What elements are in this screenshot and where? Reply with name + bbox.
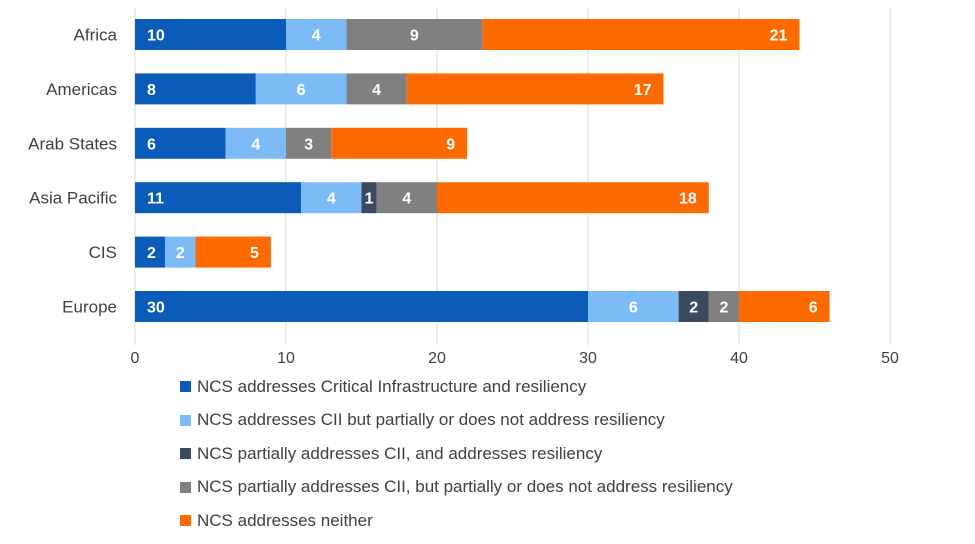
bar-segment	[301, 182, 362, 214]
data-label: 8	[147, 82, 156, 99]
data-label: 11	[147, 191, 164, 208]
bar-segment	[195, 236, 271, 268]
category-label: Europe	[62, 298, 117, 317]
category-label: Africa	[74, 26, 118, 45]
bar-segment	[135, 73, 256, 105]
x-tick-label: 0	[131, 350, 140, 367]
legend-swatch	[180, 381, 191, 393]
bar-segment	[135, 291, 588, 322]
data-label: 6	[629, 300, 638, 317]
bar-segment	[708, 291, 739, 322]
legend-label: NCS addresses neither	[197, 510, 373, 530]
bar-segment	[135, 19, 286, 50]
bar-segment	[255, 73, 347, 105]
bar-segment	[135, 127, 226, 159]
bar-segment	[135, 236, 166, 268]
legend-label: NCS partially addresses CII, but partial…	[197, 477, 733, 497]
legend-item: NCS addresses neither	[180, 504, 733, 538]
data-label: 3	[304, 136, 313, 153]
legend-label: NCS addresses Critical Infrastructure an…	[197, 376, 587, 396]
data-label: 4	[312, 28, 321, 45]
legend-item: NCS addresses CII but partially or does …	[180, 404, 733, 438]
legend-label: NCS partially addresses CII, and address…	[197, 443, 603, 463]
bar-segment	[678, 291, 709, 322]
data-label: 2	[719, 300, 728, 317]
x-tick-label: 10	[277, 350, 295, 367]
legend-swatch	[180, 515, 191, 527]
data-label: 6	[809, 300, 818, 317]
legend-item: NCS addresses Critical Infrastructure an…	[180, 370, 733, 404]
data-label: 2	[176, 245, 185, 262]
bar-segment	[165, 236, 196, 268]
category-labels: Africa Americas Arab States Asia Pacific CIS…	[28, 26, 117, 317]
bar-segment	[361, 182, 377, 214]
legend-item: NCS partially addresses CII, but partial…	[180, 471, 733, 505]
data-label: 6	[297, 82, 306, 99]
data-label: 4	[251, 136, 260, 153]
data-label: 2	[689, 300, 698, 317]
data-label: 4	[327, 191, 336, 208]
bar-segment	[376, 182, 437, 214]
bar-segment	[331, 127, 468, 159]
x-tick-label: 50	[881, 350, 899, 367]
bar-segment	[286, 127, 332, 159]
legend-swatch	[180, 414, 191, 426]
data-label: 21	[770, 28, 788, 45]
data-label: 30	[147, 300, 165, 317]
legend-swatch	[180, 448, 191, 460]
data-label: 4	[402, 191, 411, 208]
x-tick-labels: 0 10 20 30 40 50	[131, 350, 899, 367]
bar-segment	[437, 182, 709, 214]
bar-segment	[406, 73, 664, 105]
category-label: CIS	[89, 243, 117, 262]
bar-segment	[588, 291, 679, 322]
data-label: 5	[250, 245, 259, 262]
x-tick-label: 40	[730, 350, 748, 367]
category-label: Asia Pacific	[29, 189, 117, 208]
data-label: 17	[634, 82, 652, 99]
category-label: Arab States	[28, 134, 117, 153]
data-label: 9	[410, 28, 419, 45]
bars: 10 4 9 21 8 6 4 17 6 4 3 9 11 4 1 4 18 2 2 5 30 6 2 2 6	[135, 19, 830, 322]
data-label: 4	[372, 82, 381, 99]
legend-swatch	[180, 481, 191, 493]
data-label: 1	[365, 191, 374, 208]
bar-segment	[346, 73, 407, 105]
x-tick-label: 30	[579, 350, 597, 367]
legend-item: NCS partially addresses CII, and address…	[180, 437, 733, 471]
data-label: 6	[147, 136, 156, 153]
category-label: Americas	[46, 80, 117, 99]
bar-segment	[346, 19, 483, 50]
data-label: 9	[446, 136, 455, 153]
bar-segment	[135, 182, 302, 214]
bar-segment	[225, 127, 286, 159]
data-label: 2	[147, 245, 156, 262]
bar-segment	[482, 19, 800, 50]
bar-segment	[286, 19, 347, 50]
data-label: 10	[147, 28, 165, 45]
legend: NCS addresses Critical Infrastructure an…	[180, 370, 733, 538]
gridlines	[134, 8, 891, 345]
legend-label: NCS addresses CII but partially or does …	[197, 410, 665, 430]
x-tick-label: 20	[428, 350, 446, 367]
data-label: 18	[679, 191, 697, 208]
bar-segment	[739, 291, 830, 322]
